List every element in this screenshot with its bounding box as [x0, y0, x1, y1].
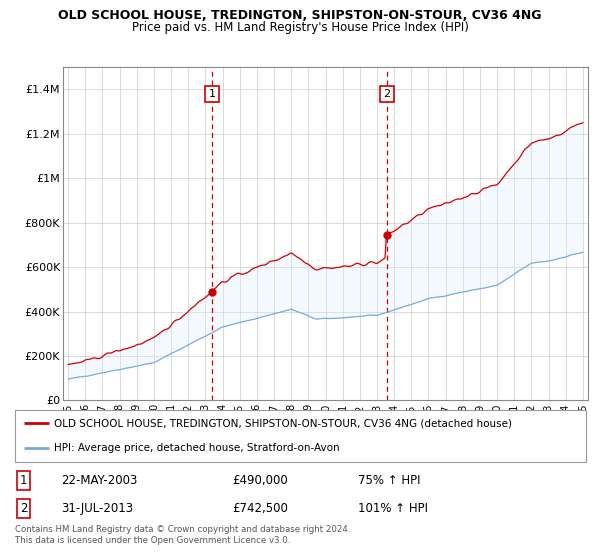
- Text: 31-JUL-2013: 31-JUL-2013: [61, 502, 133, 515]
- Text: HPI: Average price, detached house, Stratford-on-Avon: HPI: Average price, detached house, Stra…: [54, 444, 340, 454]
- Text: 75% ↑ HPI: 75% ↑ HPI: [358, 474, 420, 487]
- Text: 1: 1: [208, 89, 215, 99]
- Text: £742,500: £742,500: [232, 502, 288, 515]
- Text: 2: 2: [20, 502, 28, 515]
- Text: 101% ↑ HPI: 101% ↑ HPI: [358, 502, 428, 515]
- Text: Price paid vs. HM Land Registry's House Price Index (HPI): Price paid vs. HM Land Registry's House …: [131, 21, 469, 34]
- Text: 22-MAY-2003: 22-MAY-2003: [61, 474, 137, 487]
- Text: 2: 2: [383, 89, 391, 99]
- Text: OLD SCHOOL HOUSE, TREDINGTON, SHIPSTON-ON-STOUR, CV36 4NG: OLD SCHOOL HOUSE, TREDINGTON, SHIPSTON-O…: [58, 9, 542, 22]
- Text: Contains HM Land Registry data © Crown copyright and database right 2024.
This d: Contains HM Land Registry data © Crown c…: [15, 525, 350, 545]
- Text: £490,000: £490,000: [232, 474, 288, 487]
- Text: 1: 1: [20, 474, 28, 487]
- Text: OLD SCHOOL HOUSE, TREDINGTON, SHIPSTON-ON-STOUR, CV36 4NG (detached house): OLD SCHOOL HOUSE, TREDINGTON, SHIPSTON-O…: [54, 418, 512, 428]
- FancyBboxPatch shape: [15, 410, 586, 462]
